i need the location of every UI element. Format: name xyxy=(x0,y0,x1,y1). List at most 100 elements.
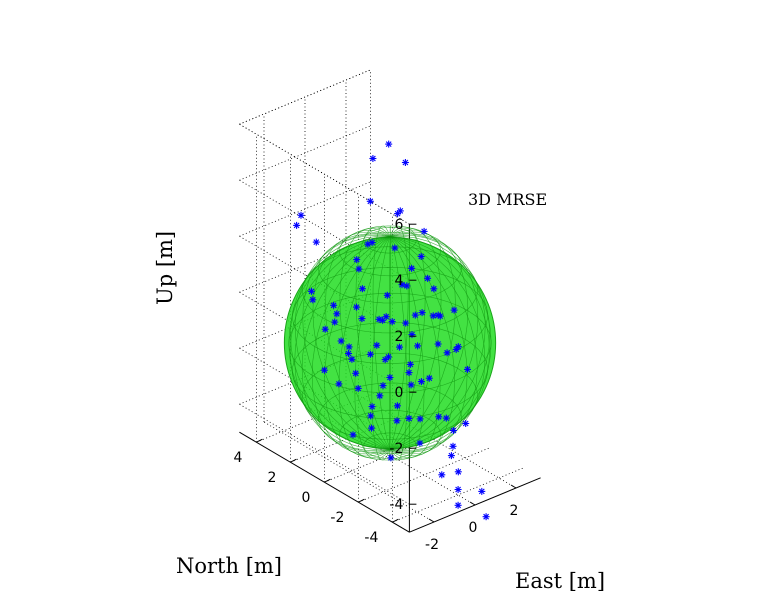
data-point xyxy=(386,374,394,381)
grid-line xyxy=(263,421,435,523)
data-point xyxy=(450,306,458,314)
z-tick-label: -4 xyxy=(389,497,403,513)
data-point xyxy=(420,227,428,235)
data-point xyxy=(391,244,399,252)
data-point xyxy=(345,350,352,357)
data-point xyxy=(358,285,366,293)
data-point xyxy=(429,312,437,320)
data-point xyxy=(309,296,317,304)
data-point xyxy=(354,384,362,392)
data-point xyxy=(405,369,413,377)
x-tick xyxy=(428,518,435,523)
data-point xyxy=(376,392,384,400)
z-tick-label: 4 xyxy=(394,273,403,289)
y-axis-label: North [m] xyxy=(176,554,282,578)
grid-line xyxy=(239,179,410,281)
data-point xyxy=(407,381,415,389)
data-point xyxy=(417,378,425,386)
data-point xyxy=(348,355,356,363)
data-point xyxy=(454,343,462,351)
y-tick xyxy=(290,458,297,463)
data-point xyxy=(396,343,403,351)
data-point xyxy=(442,414,450,422)
data-point xyxy=(393,417,401,425)
y-tick-label: 2 xyxy=(267,470,276,486)
data-point xyxy=(330,301,338,309)
y-tick xyxy=(324,478,331,483)
sphere-label: 3D MRSE xyxy=(468,190,547,209)
data-point xyxy=(385,140,393,148)
x-tick xyxy=(510,484,517,489)
z-tick-label: 6 xyxy=(394,217,403,233)
data-point xyxy=(447,452,455,460)
data-point xyxy=(297,211,305,219)
data-point xyxy=(312,238,320,246)
data-point xyxy=(331,318,339,326)
data-point xyxy=(417,253,425,260)
z-tick-label: 2 xyxy=(394,329,403,345)
grid-line xyxy=(358,447,490,503)
data-point xyxy=(368,239,376,246)
data-point xyxy=(321,325,329,333)
data-point xyxy=(320,366,328,374)
data-point xyxy=(345,343,353,351)
data-point xyxy=(434,311,442,319)
y-tick xyxy=(358,498,365,503)
data-point xyxy=(383,291,391,299)
data-point xyxy=(454,468,462,476)
data-point xyxy=(333,310,341,318)
data-point xyxy=(414,342,422,350)
data-point xyxy=(368,403,376,411)
y-tick-label: 4 xyxy=(233,450,242,466)
data-point xyxy=(411,311,419,319)
data-point xyxy=(335,380,343,388)
data-point xyxy=(406,360,414,368)
data-point xyxy=(408,264,416,272)
mrse-sphere xyxy=(283,225,497,461)
y-tick-label: 0 xyxy=(301,490,310,506)
data-point xyxy=(405,414,413,422)
y-tick xyxy=(392,518,399,523)
data-point xyxy=(349,431,357,439)
data-point xyxy=(430,285,438,293)
data-point xyxy=(464,365,471,373)
data-point xyxy=(454,486,462,493)
data-point xyxy=(416,415,424,423)
data-point xyxy=(450,427,457,434)
data-point xyxy=(393,402,401,410)
x-tick xyxy=(469,501,476,506)
y-tick xyxy=(256,438,263,443)
data-point xyxy=(434,340,442,348)
data-point xyxy=(449,442,457,450)
data-point xyxy=(353,303,360,311)
data-point xyxy=(443,349,451,357)
data-point xyxy=(379,382,387,390)
data-point xyxy=(337,337,345,345)
data-point xyxy=(355,265,363,273)
grid-line xyxy=(392,467,524,523)
data-point xyxy=(454,501,462,509)
scatter-points xyxy=(293,140,490,521)
y-tick-label: -2 xyxy=(330,510,344,526)
data-point xyxy=(352,369,360,377)
data-point xyxy=(438,471,446,479)
data-point xyxy=(424,274,432,282)
data-point xyxy=(353,256,361,264)
data-point xyxy=(366,350,374,358)
z-axis-label: Up [m] xyxy=(153,231,177,305)
data-point xyxy=(403,282,411,290)
data-point xyxy=(418,309,426,317)
data-point xyxy=(482,513,490,521)
x-axis-label: East [m] xyxy=(515,569,605,593)
data-point xyxy=(388,318,396,326)
data-point xyxy=(416,439,424,447)
data-point xyxy=(394,210,402,218)
data-point xyxy=(402,319,410,327)
z-tick-label: -2 xyxy=(389,441,403,457)
data-point xyxy=(478,487,486,495)
data-point xyxy=(369,155,377,162)
data-point xyxy=(368,424,375,432)
data-point xyxy=(387,454,395,462)
tick-labels: -4 -2 0 2 4 6 -4 -2 0 2 4 -2 0 2 xyxy=(233,217,518,553)
